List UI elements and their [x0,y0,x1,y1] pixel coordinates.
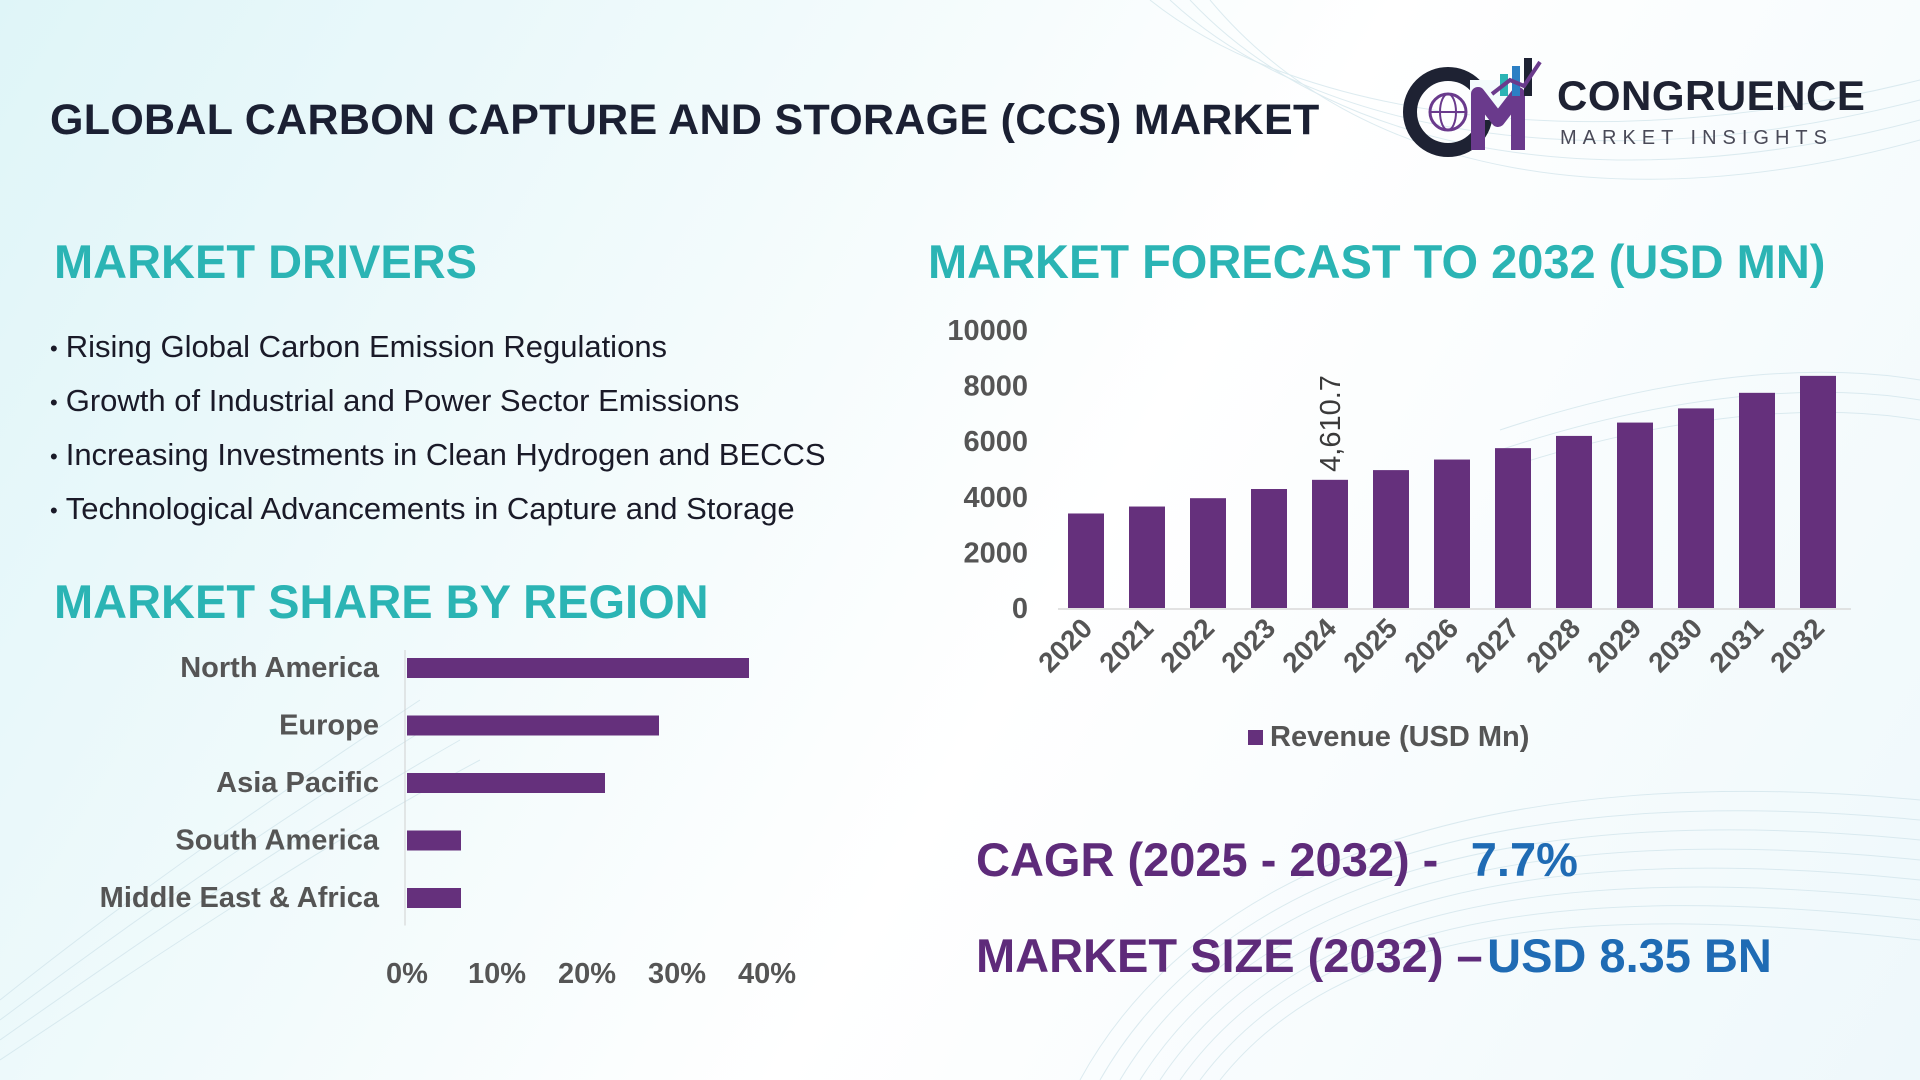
forecast-bar [1800,375,1836,608]
forecast-x-tick-label: 2025 [1337,612,1403,678]
company-logo: CM CONGRUENCE MARKET INSIGHTS [1400,54,1880,164]
region-x-tick-label: 0% [386,958,428,990]
region-bar [407,773,605,793]
market-size-kpi: MARKET SIZE (2032) – USD 8.35 BN [976,928,1772,983]
region-bar [407,830,461,851]
logo-mark-icon: CM [1403,58,1542,157]
market-drivers-heading: MARKET DRIVERS [54,235,478,288]
forecast-bar [1190,498,1226,608]
forecast-x-tick-label: 2029 [1581,612,1647,678]
market-size-value: USD 8.35 BN [1487,929,1772,982]
forecast-data-label: 4,610.7 [1315,375,1347,472]
forecast-bar [1068,513,1104,608]
forecast-y-tick-label: 10000 [947,315,1028,347]
revenue-forecast-chart: 0200040006000800010000202020212022202320… [947,315,1851,753]
forecast-x-tick-label: 2020 [1032,612,1098,678]
cagr-value: 7.7% [1470,833,1578,886]
forecast-bar [1678,408,1714,608]
forecast-x-tick-label: 2026 [1398,612,1464,678]
cagr-kpi: CAGR (2025 - 2032) - 7.7% [976,832,1578,887]
region-category-label: Middle East & Africa [100,882,380,914]
forecast-x-tick-label: 2030 [1642,612,1708,678]
region-category-label: Asia Pacific [216,767,379,799]
region-x-tick-label: 30% [648,958,706,990]
bullet-icon: • [50,497,58,523]
forecast-bar [1495,448,1531,608]
forecast-bar [1129,506,1165,608]
bullet-icon: • [50,389,58,415]
driver-text: Technological Advancements in Capture an… [65,491,795,526]
forecast-bar [1251,489,1287,608]
market-forecast-heading: MARKET FORECAST TO 2032 (USD MN) [928,235,1826,288]
region-category-label: North America [180,652,380,684]
forecast-bar [1617,422,1653,608]
driver-text: Rising Global Carbon Emission Regulation… [65,329,668,364]
region-category-label: South America [175,825,379,857]
bullet-icon: • [50,335,58,361]
forecast-bar [1373,470,1409,608]
page-title: GLOBAL CARBON CAPTURE AND STORAGE (CCS) … [50,96,1320,144]
forecast-x-tick-label: 2031 [1703,612,1769,678]
logo-name: CONGRUENCE [1557,72,1866,119]
region-bar [407,658,749,678]
legend-label: Revenue (USD Mn) [1270,721,1529,753]
region-bar [407,888,461,908]
forecast-x-tick-label: 2032 [1764,612,1830,678]
market-size-label: MARKET SIZE (2032) – [976,929,1483,982]
region-x-tick-label: 10% [468,958,526,990]
list-item: • Rising Global Carbon Emission Regulatio… [50,320,826,374]
forecast-bar [1739,392,1775,608]
forecast-x-tick-label: 2022 [1154,612,1220,678]
driver-text: Growth of Industrial and Power Sector Em… [65,383,740,418]
logo-tagline: MARKET INSIGHTS [1560,127,1833,149]
legend-swatch [1248,730,1263,745]
forecast-y-tick-label: 8000 [963,371,1028,403]
forecast-x-tick-label: 2023 [1215,612,1281,678]
list-item: • Technological Advancements in Capture a… [50,482,826,536]
forecast-y-tick-label: 0 [1012,593,1028,625]
list-item: • Increasing Investments in Clean Hydroge… [50,428,826,482]
forecast-bar [1434,459,1470,608]
cagr-label: CAGR (2025 - 2032) - [976,833,1439,886]
forecast-y-tick-label: 4000 [963,482,1028,514]
forecast-y-tick-label: 6000 [963,426,1028,458]
forecast-x-tick-label: 2021 [1093,612,1159,678]
region-share-chart: North America Europe Asia Pacific South Ame… [100,650,796,990]
market-drivers-list: • Rising Global Carbon Emission Regulatio… [50,320,826,536]
market-share-region-heading: MARKET SHARE BY REGION [54,575,709,628]
bullet-icon: • [50,443,58,469]
forecast-y-tick-label: 2000 [963,537,1028,569]
forecast-bar [1312,479,1348,608]
region-x-tick-label: 20% [558,958,616,990]
forecast-bar [1556,435,1592,608]
region-x-tick-label: 40% [738,958,796,990]
forecast-x-tick-label: 2024 [1276,612,1342,678]
list-item: • Growth of Industrial and Power Sector E… [50,374,826,428]
driver-text: Increasing Investments in Clean Hydrogen… [65,437,826,472]
forecast-x-tick-label: 2028 [1520,612,1586,678]
region-bar [407,715,659,736]
region-category-label: Europe [279,710,379,742]
forecast-x-tick-label: 2027 [1459,612,1525,678]
